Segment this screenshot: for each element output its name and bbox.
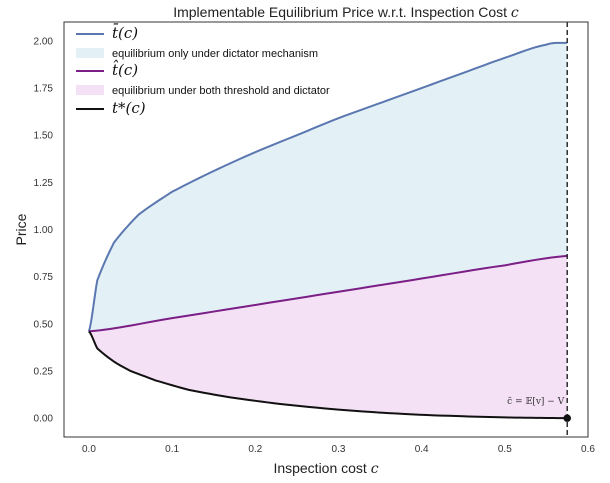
fill-layer — [88, 42, 568, 419]
threshold-annotation: c̄ = 𝔼[v] − V — [507, 397, 565, 407]
x-tick-label: 0.1 — [165, 444, 179, 455]
y-axis-ticks: 0.00 0.25 0.50 0.75 1.00 1.25 1.50 1.75 2.00 — [34, 36, 54, 424]
x-tick-label: 0.6 — [581, 444, 595, 455]
legend-label: equilibrium under both threshold and dic… — [112, 85, 330, 97]
legend-label: t*(c) — [112, 99, 146, 117]
fill-region-0 — [88, 42, 568, 332]
y-axis-label: Price — [13, 213, 29, 245]
x-tick-label: 0.2 — [248, 444, 262, 455]
legend-label: t̄(c) — [112, 24, 138, 42]
legend-patch-swatch — [76, 48, 104, 58]
y-tick-label: 2.00 — [34, 36, 54, 47]
y-tick-label: 0.25 — [34, 366, 54, 377]
x-tick-label: 0.3 — [332, 444, 346, 455]
plot-frame — [63, 21, 589, 438]
series-line-t_star — [88, 330, 568, 420]
annotation-layer: c̄ = 𝔼[v] − V — [507, 397, 565, 407]
y-tick-label: 1.00 — [34, 225, 54, 236]
x-axis-label-var: c — [371, 461, 379, 477]
x-axis-label: Inspection cost c — [273, 460, 378, 477]
line-layer — [87, 22, 572, 437]
legend-patch-swatch — [76, 85, 104, 95]
x-axis-label-text: Inspection cost — [273, 460, 370, 476]
legend: t̄(c) equilibrium only under dictator mec… — [76, 24, 330, 117]
chart-title-text: Implementable Equilibrium Price w.r.t. I… — [173, 4, 511, 20]
series-line-t_hat — [88, 254, 568, 333]
x-axis-ticks: 0.0 0.1 0.2 0.3 0.4 0.5 0.6 — [82, 444, 595, 455]
x-tick-label: 0.4 — [415, 444, 429, 455]
threshold-point-marker — [563, 414, 572, 422]
y-tick-label: 0.50 — [34, 319, 54, 330]
chart-title: Implementable Equilibrium Price w.r.t. I… — [173, 4, 519, 21]
x-tick-label: 0.0 — [82, 444, 96, 455]
y-tick-label: 1.50 — [34, 131, 54, 142]
chart-title-var: c — [511, 5, 519, 21]
fill-region-1 — [88, 255, 568, 419]
series-line-t_bar — [87, 41, 568, 332]
y-tick-label: 0.75 — [34, 272, 54, 283]
legend-label: equilibrium only under dictator mechanis… — [112, 48, 318, 60]
legend-label: t̂(c) — [112, 60, 138, 79]
y-tick-label: 1.25 — [34, 178, 54, 189]
y-tick-label: 1.75 — [34, 84, 54, 95]
y-tick-label: 0.00 — [34, 414, 54, 425]
x-tick-label: 0.5 — [498, 444, 512, 455]
